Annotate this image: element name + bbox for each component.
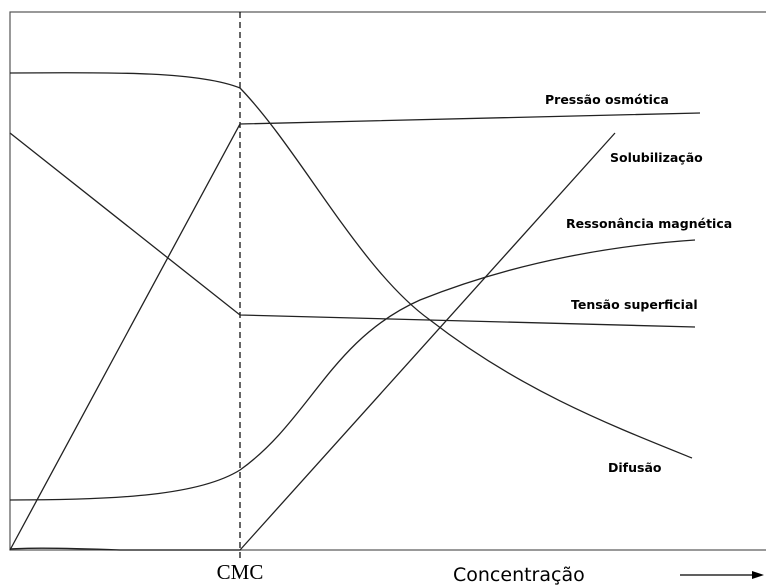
diffusion-curve — [9, 71, 693, 459]
arrow-head — [752, 571, 764, 579]
frame — [9, 11, 766, 551]
label-diffusion: Difusão — [608, 460, 662, 475]
resonance-curve — [9, 239, 696, 501]
label-osmotic: Pressão osmótica — [545, 92, 669, 107]
surface-tension-curve — [9, 132, 696, 328]
label-solubilization: Solubilização — [610, 150, 703, 165]
solubilization-curve — [9, 132, 616, 551]
label-surface-tension: Tensão superficial — [571, 297, 698, 312]
x-axis-label: Concentração — [453, 564, 585, 586]
label-resonance: Ressonância magnética — [566, 216, 732, 231]
cmc-label: CMC — [217, 560, 264, 584]
osmotic-curve — [9, 112, 701, 551]
